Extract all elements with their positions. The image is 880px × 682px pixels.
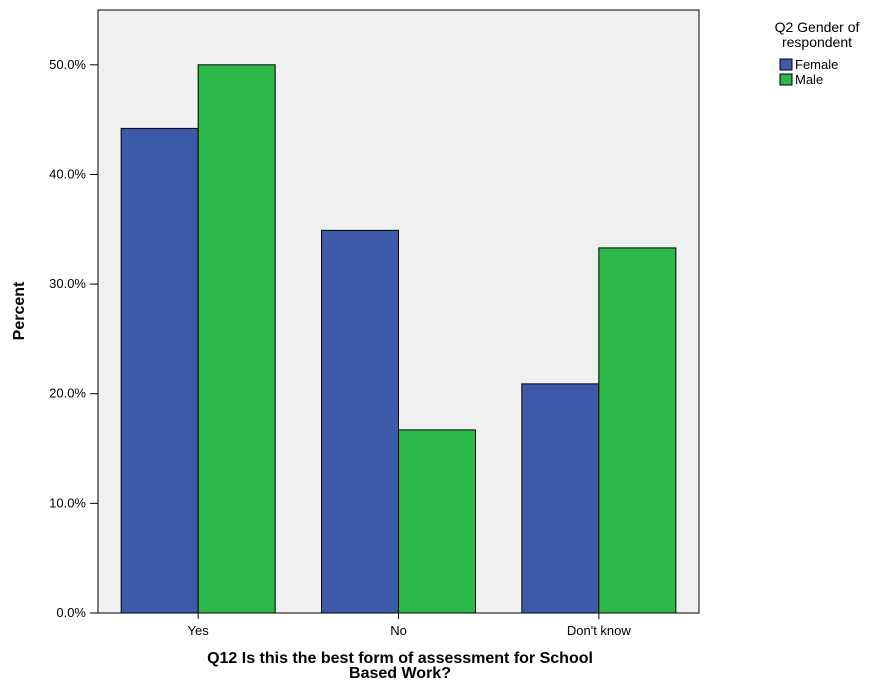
legend-title-line-2: respondent — [782, 34, 852, 50]
bar-male-0 — [197, 64, 276, 614]
bar-female-2 — [521, 383, 600, 614]
legend-label-female: Female — [795, 57, 838, 72]
legend-swatch-male — [779, 73, 793, 86]
x-tick-label: Don't know — [567, 623, 632, 638]
y-tick-label: 30.0% — [49, 276, 86, 291]
y-axis-title: Percent — [11, 281, 28, 340]
legend-swatch-female — [779, 58, 793, 71]
x-axis-title-line-1: Q12 Is this the best form of assessment … — [207, 650, 593, 667]
y-tick-label: 20.0% — [49, 386, 86, 401]
x-axis: Yes No Don't know — [188, 613, 632, 638]
bar-female-1 — [321, 229, 399, 614]
bars-group — [120, 64, 677, 614]
x-tick-label: No — [390, 623, 407, 638]
bar-female-0 — [120, 127, 199, 614]
x-axis-title-line-2: Based Work? — [349, 665, 451, 682]
y-tick-label: 0.0% — [56, 605, 86, 620]
legend-title-line-1: Q2 Gender of — [775, 19, 860, 35]
bar-male-2 — [598, 247, 677, 614]
x-tick-label: Yes — [188, 623, 210, 638]
legend-label-male: Male — [795, 72, 823, 87]
bar-male-1 — [398, 429, 476, 614]
y-tick-label: 40.0% — [49, 166, 86, 181]
y-tick-label: 10.0% — [49, 495, 86, 510]
y-axis: 0.0% 10.0% 20.0% 30.0% 40.0% 50.0% — [49, 57, 98, 620]
y-tick-label: 50.0% — [49, 57, 86, 72]
